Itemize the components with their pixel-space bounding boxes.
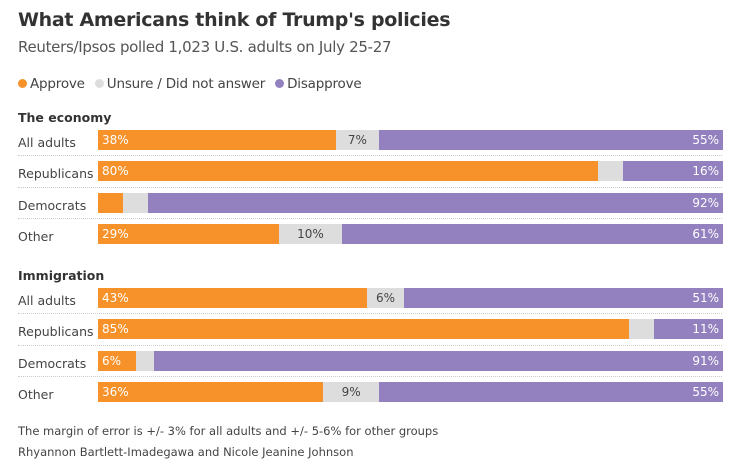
bar-segment-disapprove: 61%	[341, 223, 723, 244]
stacked-bar: 92%	[98, 192, 723, 213]
bar-row: Other 36% 9% 55%	[0, 375, 738, 413]
bar-segment-disapprove: 91%	[154, 350, 723, 371]
bar-segment-approve: 43%	[98, 288, 367, 308]
bar-segment-unsure	[135, 350, 155, 371]
stacked-bar: 36% 9% 55%	[98, 381, 723, 402]
bar-row: Republicans 85% 11%	[0, 313, 738, 350]
legend-item: Unsure / Did not answer	[94, 76, 266, 92]
row-label: Other	[18, 228, 54, 244]
bar-segment-disapprove: 16%	[623, 161, 723, 182]
bar-segment-unsure: 9%	[323, 381, 380, 402]
bar-row: All adults 43% 6% 51%	[0, 288, 738, 319]
bar-segment-unsure	[123, 192, 148, 213]
bar-segment-disapprove: 11%	[654, 319, 723, 340]
row-label: Republicans	[18, 324, 94, 340]
row-label: Other	[18, 386, 54, 402]
row-label: All adults	[18, 135, 76, 150]
section-title: Immigration	[18, 268, 105, 283]
legend: Approve Unsure / Did not answer Disapprove	[18, 76, 362, 92]
row-label: All adults	[18, 293, 76, 308]
row-label: Democrats	[18, 355, 87, 371]
bar-segment-unsure: 10%	[279, 223, 342, 244]
row-label: Republicans	[18, 166, 94, 182]
bar-segment-disapprove: 55%	[379, 381, 723, 402]
row-divider	[18, 186, 722, 188]
row-divider	[18, 155, 722, 157]
bar-segment-unsure	[598, 161, 623, 182]
bar-segment-unsure: 7%	[335, 130, 380, 150]
legend-swatch	[275, 79, 285, 88]
bar-segment-approve: 6%	[98, 350, 136, 371]
stacked-bar: 29% 10% 61%	[98, 223, 723, 244]
bar-row: Republicans 80% 16%	[0, 155, 738, 192]
row-divider	[18, 217, 722, 219]
bar-segment-approve: 36%	[98, 381, 323, 402]
legend-item: Disapprove	[275, 76, 362, 92]
section-title: The economy	[18, 110, 112, 125]
legend-swatch	[94, 79, 104, 88]
stacked-bar: 43% 6% 51%	[98, 288, 723, 308]
row-label: Democrats	[18, 197, 87, 213]
chart-title: What Americans think of Trump's policies	[18, 9, 451, 31]
bar-segment-approve: 85%	[98, 319, 630, 340]
bar-row: Democrats 92%	[0, 186, 738, 224]
bar-row: Other 29% 10% 61%	[0, 217, 738, 255]
bar-segment-approve: 29%	[98, 223, 280, 244]
bar-segment-approve: 80%	[98, 161, 598, 182]
footnote: The margin of error is +/- 3% for all ad…	[18, 424, 439, 438]
row-divider	[18, 375, 722, 377]
bar-row: All adults 38% 7% 55%	[0, 130, 738, 161]
stacked-bar: 85% 11%	[98, 319, 723, 340]
stacked-bar: 6% 91%	[98, 350, 723, 371]
bar-row: Democrats 6% 91%	[0, 344, 738, 382]
legend-label: Approve	[30, 76, 85, 92]
bar-segment-unsure	[629, 319, 655, 340]
stacked-bar: 80% 16%	[98, 161, 723, 182]
stacked-bar: 38% 7% 55%	[98, 130, 723, 150]
legend-label: Unsure / Did not answer	[106, 76, 266, 92]
bar-segment-approve	[98, 192, 123, 213]
legend-swatch	[18, 79, 27, 88]
bar-segment-disapprove: 51%	[404, 288, 723, 308]
credit: Rhyannon Bartlett-Imadegawa and Nicole J…	[18, 445, 354, 459]
bar-segment-disapprove: 92%	[148, 192, 723, 213]
legend-label: Disapprove	[287, 76, 362, 92]
bar-segment-disapprove: 55%	[379, 130, 723, 150]
bar-segment-unsure: 6%	[366, 288, 405, 308]
legend-item: Approve	[18, 76, 85, 92]
chart-subtitle: Reuters/Ipsos polled 1,023 U.S. adults o…	[18, 38, 392, 56]
row-divider	[18, 344, 722, 346]
bar-segment-approve: 38%	[98, 130, 336, 150]
row-divider	[18, 313, 722, 315]
